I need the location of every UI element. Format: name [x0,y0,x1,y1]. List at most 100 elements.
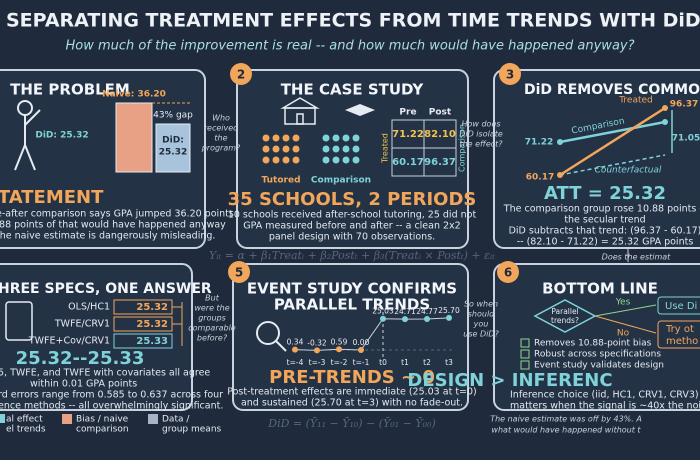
body-text: -- (82.10 - 71.22) = 25.32 GPA points [517,237,694,248]
point-label: 96.37 [670,100,698,110]
subtitle: How much of the improvement is real -- a… [65,39,634,54]
no-label: No [617,329,630,339]
body-text: and sustained (25.70 at t=3) with no fad… [241,398,463,409]
headline: 43% OVERSTATEMENT [0,187,104,208]
body-text: panel design with 70 observations. [269,232,435,243]
spec-estimate: 25.32 [136,319,168,330]
action-text: Try ot [665,324,694,335]
event-label: 0.34 [287,338,304,347]
headline: DESIGN > INFERENC [407,370,612,391]
check-boxes [520,338,530,370]
body-text: DiD subtracts that trend: (96.37 - 60.17… [509,226,700,237]
spec-estimate: 25.33 [136,336,168,347]
event-point [336,346,342,353]
footnote: what would have happened without t [491,426,641,435]
spec-estimate: 25.32 [136,302,168,313]
event-label: 25.03 [372,307,394,316]
panel-event-study [232,263,469,411]
person-icon [272,145,280,153]
person-icon [332,145,340,153]
point [662,119,668,125]
person-icon [322,156,330,164]
badge [499,63,521,85]
period-label: t=-4 [287,358,304,367]
person-icon [262,134,270,142]
legend-swatch [62,414,72,424]
person-icon [342,156,350,164]
connector-text: the [214,134,227,143]
body-text: .88 points of that would have happened a… [0,220,226,231]
point-label: 71.22 [525,138,553,148]
estimate-box [113,333,173,349]
action-text: Use Di [665,301,697,312]
point [557,139,563,145]
legend-text: group means [162,425,222,435]
connector-text: groups [198,314,226,323]
panel-title: THE PROBLEM [10,81,130,99]
clipboard-icon [5,301,33,341]
panel-problem [0,69,206,249]
event-point [358,347,364,353]
event-point [424,316,430,323]
person-icon [292,156,300,164]
formula: Yᵢₜ = α + β₁Treatᵢ + β₂Postₜ + β₃(Treatᵢ… [209,249,495,262]
person-icon [332,134,340,142]
table-cell: 82.10 [424,129,456,140]
event-point [380,315,386,322]
connector-text: before? [197,334,228,343]
table-cell: 96.37 [424,157,456,168]
line-label: Treated [618,96,653,106]
no-box [657,320,700,349]
legend-text: comparison [76,425,129,435]
spec-name: OLS/HC1 [68,302,110,313]
connector-text: But [205,294,220,303]
headline: PRE-TRENDS ~ 0 [269,367,435,388]
event-label: 25.70 [438,306,460,315]
spec-name: TWFE/CRV1 [54,319,110,330]
magnifier-icon [256,321,287,352]
person-icon [292,134,300,142]
connector-text: comparable [188,324,236,333]
person-icon [352,156,360,164]
panel-title: THE CASE STUDY [281,81,425,99]
headline: 25.32--25.33 [16,348,145,369]
panel-title: PARALLEL TRENDS [274,296,430,314]
naive-label: Naive: 36.20 [102,90,166,100]
body-text: the naive estimate is dangerously mislea… [0,231,215,242]
person-icon [322,145,330,153]
period-label: t=-2 [331,358,348,367]
spec-name: TWFE+Cov/CRV1 [28,336,110,347]
period-label: t=-1 [353,358,370,367]
person-icon [352,145,360,153]
event-study: 0.34 t=-4 -0.32 t=-3 0.59 t=-2 0.00 t=-1 25.03 t0… [287,306,460,367]
school-icon [280,97,320,125]
body-text: ence methods -- all overwhelmingly signi… [0,401,223,412]
body-text: the secular trend [564,215,645,226]
headline: 35 SCHOOLS, 2 PERIODS [228,189,477,210]
event-label: 24.77 [416,307,438,316]
event-label: 0.59 [331,337,348,346]
badge [228,261,250,283]
point-label: 60.17 [526,173,554,183]
person-icon [342,145,350,153]
panel-number: 2 [237,68,245,82]
period-label: t1 [401,358,409,367]
table-cell: 60.17 [392,157,424,168]
table-cell: 71.22 [392,129,424,140]
panel-title: DiD REMOVES COMMON TRE [524,82,700,98]
panel-title: BOTTOM LINE [542,280,658,298]
legend-text: Data / [162,415,190,425]
bar-label: 25.32 [159,148,187,158]
panel-number: 5 [235,266,243,280]
body-text: e-after comparison says GPA jumped 36.20… [0,209,234,220]
person-icon [262,156,270,164]
event-point [314,347,320,354]
did-bar [155,123,191,173]
period-label: t=-3 [309,358,326,367]
yes-arrow [594,304,657,317]
column-header: Pre [399,108,416,118]
connector-text: received [204,124,239,133]
footnote: The naive estimate was off by 43%. A [490,415,642,424]
